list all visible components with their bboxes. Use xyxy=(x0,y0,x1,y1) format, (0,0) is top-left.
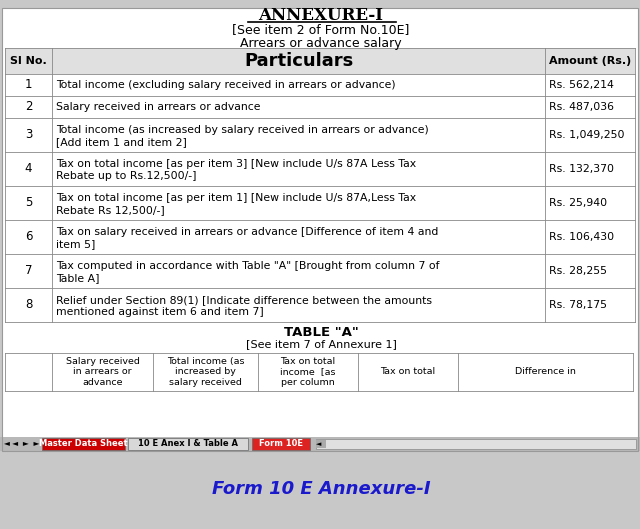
Text: Form 10E: Form 10E xyxy=(259,440,303,449)
FancyBboxPatch shape xyxy=(5,353,52,391)
Text: Rs. 106,430: Rs. 106,430 xyxy=(549,232,614,242)
Text: 10 E Anex I & Table A: 10 E Anex I & Table A xyxy=(138,440,238,449)
FancyBboxPatch shape xyxy=(545,74,635,96)
FancyBboxPatch shape xyxy=(316,440,326,448)
FancyBboxPatch shape xyxy=(545,288,635,322)
Text: Rebate up to Rs.12,500/-]: Rebate up to Rs.12,500/-] xyxy=(56,171,196,181)
FancyBboxPatch shape xyxy=(5,74,52,96)
FancyBboxPatch shape xyxy=(545,186,635,220)
Text: Salary received
in arrears or
advance: Salary received in arrears or advance xyxy=(65,357,140,387)
Text: 5: 5 xyxy=(25,196,32,209)
Text: Master Data Sheet: Master Data Sheet xyxy=(39,440,128,449)
Text: Form 10 E Annexure-I: Form 10 E Annexure-I xyxy=(212,480,430,498)
Text: Rebate Rs 12,500/-]: Rebate Rs 12,500/-] xyxy=(56,205,164,215)
FancyBboxPatch shape xyxy=(52,353,153,391)
Text: Total income (excluding salary received in arrears or advance): Total income (excluding salary received … xyxy=(56,80,396,90)
Text: 2: 2 xyxy=(25,101,32,114)
Text: Tax on total income [as per item 1] [New include U/s 87A,Less Tax: Tax on total income [as per item 1] [New… xyxy=(56,193,416,203)
Text: Rs. 28,255: Rs. 28,255 xyxy=(549,266,607,276)
FancyBboxPatch shape xyxy=(5,254,52,288)
Text: Amount (Rs.): Amount (Rs.) xyxy=(549,56,631,66)
FancyBboxPatch shape xyxy=(128,438,248,450)
FancyBboxPatch shape xyxy=(545,254,635,288)
Text: Rs. 562,214: Rs. 562,214 xyxy=(549,80,614,90)
Text: Table A]: Table A] xyxy=(56,273,99,283)
Text: Arrears or advance salary: Arrears or advance salary xyxy=(240,37,402,50)
Text: Relief under Section 89(1) [Indicate difference between the amounts: Relief under Section 89(1) [Indicate dif… xyxy=(56,295,432,305)
Text: TABLE "A": TABLE "A" xyxy=(284,326,358,340)
Text: 1: 1 xyxy=(25,78,32,92)
Text: item 5]: item 5] xyxy=(56,239,95,249)
FancyBboxPatch shape xyxy=(5,152,52,186)
FancyBboxPatch shape xyxy=(545,152,635,186)
Text: 4: 4 xyxy=(25,162,32,176)
Text: Salary received in arrears or advance: Salary received in arrears or advance xyxy=(56,102,260,112)
FancyBboxPatch shape xyxy=(545,118,635,152)
FancyBboxPatch shape xyxy=(0,437,640,451)
Text: 3: 3 xyxy=(25,129,32,141)
FancyBboxPatch shape xyxy=(52,74,545,96)
FancyBboxPatch shape xyxy=(52,186,545,220)
Text: Rs. 1,049,250: Rs. 1,049,250 xyxy=(549,130,625,140)
FancyBboxPatch shape xyxy=(5,48,635,74)
Text: 7: 7 xyxy=(25,264,32,278)
FancyBboxPatch shape xyxy=(52,288,545,322)
Text: 6: 6 xyxy=(25,231,32,243)
FancyBboxPatch shape xyxy=(5,288,52,322)
Text: 8: 8 xyxy=(25,298,32,312)
Text: Particulars: Particulars xyxy=(244,52,353,70)
Text: Tax on total: Tax on total xyxy=(380,368,436,377)
Text: Total income (as
increased by
salary received: Total income (as increased by salary rec… xyxy=(167,357,244,387)
FancyBboxPatch shape xyxy=(5,220,52,254)
FancyBboxPatch shape xyxy=(52,254,545,288)
Text: Rs. 487,036: Rs. 487,036 xyxy=(549,102,614,112)
Text: mentioned against item 6 and item 7]: mentioned against item 6 and item 7] xyxy=(56,307,264,317)
Text: ANNEXURE-I: ANNEXURE-I xyxy=(259,6,383,23)
Text: [See item 2 of Form No.10E]: [See item 2 of Form No.10E] xyxy=(232,23,410,37)
FancyBboxPatch shape xyxy=(153,353,258,391)
FancyBboxPatch shape xyxy=(52,118,545,152)
Text: ◄: ◄ xyxy=(316,441,322,447)
FancyBboxPatch shape xyxy=(458,353,633,391)
Text: Rs. 25,940: Rs. 25,940 xyxy=(549,198,607,208)
FancyBboxPatch shape xyxy=(358,353,458,391)
FancyBboxPatch shape xyxy=(52,152,545,186)
FancyBboxPatch shape xyxy=(52,96,545,118)
FancyBboxPatch shape xyxy=(316,439,636,449)
Text: Total income (as increased by salary received in arrears or advance): Total income (as increased by salary rec… xyxy=(56,125,429,135)
FancyBboxPatch shape xyxy=(545,220,635,254)
Text: Tax on total income [as per item 3] [New include U/s 87A Less Tax: Tax on total income [as per item 3] [New… xyxy=(56,159,416,169)
Text: Difference in: Difference in xyxy=(515,368,576,377)
Text: Rs. 78,175: Rs. 78,175 xyxy=(549,300,607,310)
FancyBboxPatch shape xyxy=(252,438,310,450)
Text: Tax on total
income  [as
per column: Tax on total income [as per column xyxy=(280,357,336,387)
Text: [See item 7 of Annexure 1]: [See item 7 of Annexure 1] xyxy=(246,339,396,349)
FancyBboxPatch shape xyxy=(52,220,545,254)
Text: Tax on salary received in arrears or advance [Difference of item 4 and: Tax on salary received in arrears or adv… xyxy=(56,227,438,237)
FancyBboxPatch shape xyxy=(5,118,52,152)
Text: Tax computed in accordance with Table "A" [Brought from column 7 of: Tax computed in accordance with Table "A… xyxy=(56,261,440,271)
FancyBboxPatch shape xyxy=(5,186,52,220)
Text: Rs. 132,370: Rs. 132,370 xyxy=(549,164,614,174)
Text: Sl No.: Sl No. xyxy=(10,56,47,66)
FancyBboxPatch shape xyxy=(5,96,52,118)
FancyBboxPatch shape xyxy=(545,96,635,118)
FancyBboxPatch shape xyxy=(258,353,358,391)
Text: ◄ ◄  ►  ►: ◄ ◄ ► ► xyxy=(4,440,40,449)
FancyBboxPatch shape xyxy=(2,8,638,451)
FancyBboxPatch shape xyxy=(42,438,125,450)
Text: [Add item 1 and item 2]: [Add item 1 and item 2] xyxy=(56,137,187,147)
